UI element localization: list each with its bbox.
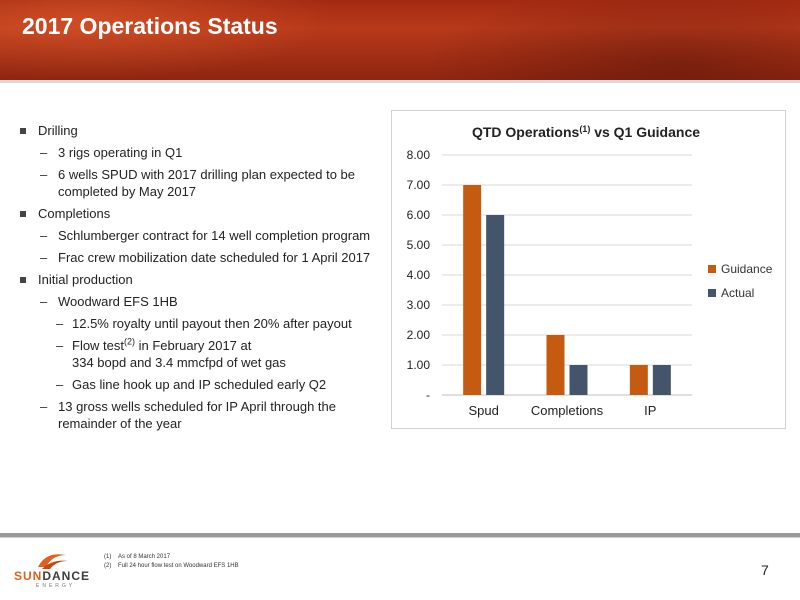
flow-test-suffix: in February 2017 at <box>135 338 252 353</box>
sub-bullet: – 3 rigs operating in Q1 <box>28 144 378 161</box>
bar-actual-completions <box>569 365 588 395</box>
dash-icon: – <box>40 145 48 160</box>
footnotes: (1) As of 8 March 2017 (2) Full 24 hour fl… <box>104 553 239 571</box>
y-tick-label: 2.00 <box>407 328 431 342</box>
flow-test-line2: 334 bopd and 3.4 mmcfpd of wet gas <box>72 355 286 370</box>
page-number: 7 <box>761 562 769 578</box>
x-tick-label: Completions <box>531 403 604 418</box>
y-tick-label: 5.00 <box>407 238 431 252</box>
bullet-drilling: Drilling <box>20 122 378 139</box>
bar-guidance-spud <box>463 185 482 395</box>
logo-subtitle: ENERGY <box>36 583 76 589</box>
sub-bullet: – 13 gross wells scheduled for IP April … <box>28 398 378 432</box>
footer-divider <box>0 533 800 538</box>
sub-bullet: – 6 wells SPUD with 2017 drilling plan e… <box>28 166 378 200</box>
sub-bullet-text: Schlumberger contract for 14 well comple… <box>58 228 371 243</box>
y-tick-label: 6.00 <box>407 208 431 222</box>
legend-label: Guidance <box>721 262 773 276</box>
bullet-label: Drilling <box>38 123 78 138</box>
bar-actual-ip <box>652 365 671 395</box>
chart-title: QTD Operations(1) vs Q1 Guidance <box>472 124 700 140</box>
dash-icon: – <box>56 377 64 392</box>
footnote: (1) As of 8 March 2017 <box>104 554 171 560</box>
logo-wordmark: SUNDANCE <box>14 569 91 583</box>
dash-icon: – <box>56 338 64 353</box>
sub-bullet: – Schlumberger contract for 14 well comp… <box>28 227 378 244</box>
chart-svg: QTD Operations(1) vs Q1 Guidance - 1.00 2.… <box>407 124 773 418</box>
dash-icon: – <box>40 228 48 243</box>
sub-bullet-text: Woodward EFS 1HB <box>58 294 178 309</box>
bullet-list: Drilling – 3 rigs operating in Q1 – 6 we… <box>20 122 378 437</box>
footnote-ref: (2) <box>124 336 136 347</box>
bullet-initial-production: Initial production <box>20 271 378 288</box>
sub-bullet: – Frac crew mobilization date scheduled … <box>28 249 378 266</box>
slide-header: 2017 Operations Status <box>0 0 800 80</box>
square-bullet-icon <box>20 277 26 283</box>
sub-bullet-text: 13 gross wells scheduled for IP April th… <box>58 399 336 431</box>
y-tick-label: 1.00 <box>407 358 431 372</box>
sub-bullet-text: Frac crew mobilization date scheduled fo… <box>58 250 371 265</box>
y-tick-label: - <box>426 388 430 402</box>
legend-label: Actual <box>721 286 754 300</box>
sub-sub-bullet: – Gas line hook up and IP scheduled earl… <box>28 376 378 393</box>
footnote: (2) Full 24 hour flow test on Woodward EF… <box>104 563 239 569</box>
legend-swatch <box>708 265 716 273</box>
header-divider <box>0 80 800 83</box>
x-tick-label: IP <box>644 403 656 418</box>
dash-icon: – <box>40 167 48 182</box>
sub-sub-bullet-text: Gas line hook up and IP scheduled early … <box>72 377 327 392</box>
sundance-logo: SUNDANCE ENERGY <box>12 547 92 591</box>
sub-sub-bullet-text: 12.5% royalty until payout then 20% afte… <box>72 316 352 331</box>
bar-guidance-completions <box>546 335 565 395</box>
y-tick-label: 3.00 <box>407 298 431 312</box>
bullet-label: Initial production <box>38 272 133 287</box>
y-tick-label: 4.00 <box>407 268 431 282</box>
bar-guidance-ip <box>629 365 648 395</box>
bar-actual-spud <box>486 215 505 395</box>
sub-bullet-text: 3 rigs operating in Q1 <box>58 145 183 160</box>
operations-chart: QTD Operations(1) vs Q1 Guidance - 1.00 2.… <box>391 110 786 429</box>
square-bullet-icon <box>20 211 26 217</box>
sub-sub-bullet: – 12.5% royalty until payout then 20% af… <box>28 315 378 332</box>
sub-bullet-text: 6 wells SPUD with 2017 drilling plan exp… <box>58 167 356 199</box>
square-bullet-icon <box>20 128 26 134</box>
bullet-label: Completions <box>38 206 111 221</box>
dash-icon: – <box>56 316 64 331</box>
dash-icon: – <box>40 294 48 309</box>
slide-title: 2017 Operations Status <box>22 13 278 39</box>
sub-bullet: – Woodward EFS 1HB <box>28 293 378 310</box>
sun-icon <box>38 554 68 569</box>
sub-sub-bullet-flow-test: – Flow test(2) in February 2017 at 334 b… <box>28 337 378 371</box>
x-tick-label: Spud <box>468 403 498 418</box>
dash-icon: – <box>40 250 48 265</box>
y-tick-label: 7.00 <box>407 178 431 192</box>
legend-swatch <box>708 289 716 297</box>
dash-icon: – <box>40 399 48 414</box>
bullet-completions: Completions <box>20 205 378 222</box>
y-tick-label: 8.00 <box>407 148 431 162</box>
flow-test-prefix: Flow test <box>72 338 125 353</box>
